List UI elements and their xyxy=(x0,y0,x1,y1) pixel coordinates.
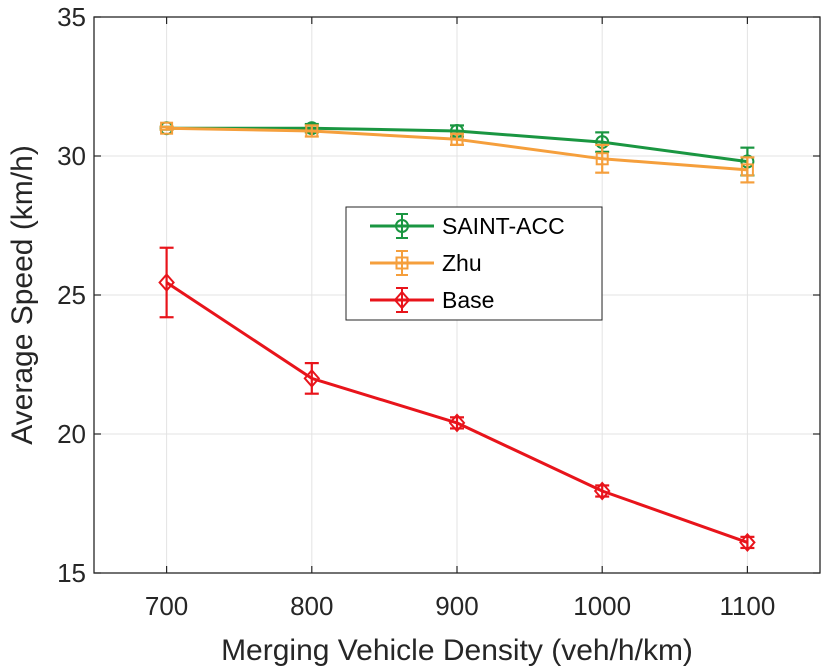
data-point xyxy=(593,481,611,501)
legend-label: SAINT-ACC xyxy=(442,213,565,239)
x-tick-label: 1000 xyxy=(573,591,631,621)
data-point xyxy=(305,124,319,138)
data-point xyxy=(303,368,321,388)
x-tick-label: 900 xyxy=(435,591,478,621)
data-point xyxy=(595,152,609,166)
y-tick-label: 35 xyxy=(57,2,86,32)
data-point xyxy=(740,163,754,177)
legend-marker xyxy=(395,256,409,270)
y-tick-label: 15 xyxy=(57,558,86,588)
series-base xyxy=(158,246,756,552)
x-axis-label: Merging Vehicle Density (veh/h/km) xyxy=(221,634,693,667)
legend-entry: SAINT-ACC xyxy=(370,213,565,239)
legend-marker xyxy=(393,290,411,310)
legend-label: Zhu xyxy=(442,250,482,276)
y-tick-label: 30 xyxy=(57,141,86,171)
series-zhu xyxy=(159,121,755,184)
legend-label: Base xyxy=(442,287,494,313)
legend-entry: Zhu xyxy=(370,250,482,276)
data-series xyxy=(158,121,756,552)
data-point xyxy=(739,532,756,552)
y-axis-label: Average Speed (km/h) xyxy=(6,145,39,445)
axis-ticks: 700 800 900 1000 1100 15 20 25 30 35 xyxy=(57,2,820,621)
legend-marker xyxy=(395,219,409,233)
data-point xyxy=(448,413,466,433)
data-point xyxy=(160,121,174,135)
data-point xyxy=(450,132,464,146)
legend-entry: Base xyxy=(370,287,494,313)
x-tick-label: 1100 xyxy=(719,591,775,621)
y-tick-label: 20 xyxy=(57,419,86,449)
x-tick-label: 800 xyxy=(290,591,333,621)
x-tick-label: 700 xyxy=(145,591,188,621)
y-tick-label: 25 xyxy=(57,280,86,310)
data-point xyxy=(158,272,175,293)
legend: SAINT-ACC Zhu Base xyxy=(345,206,603,321)
